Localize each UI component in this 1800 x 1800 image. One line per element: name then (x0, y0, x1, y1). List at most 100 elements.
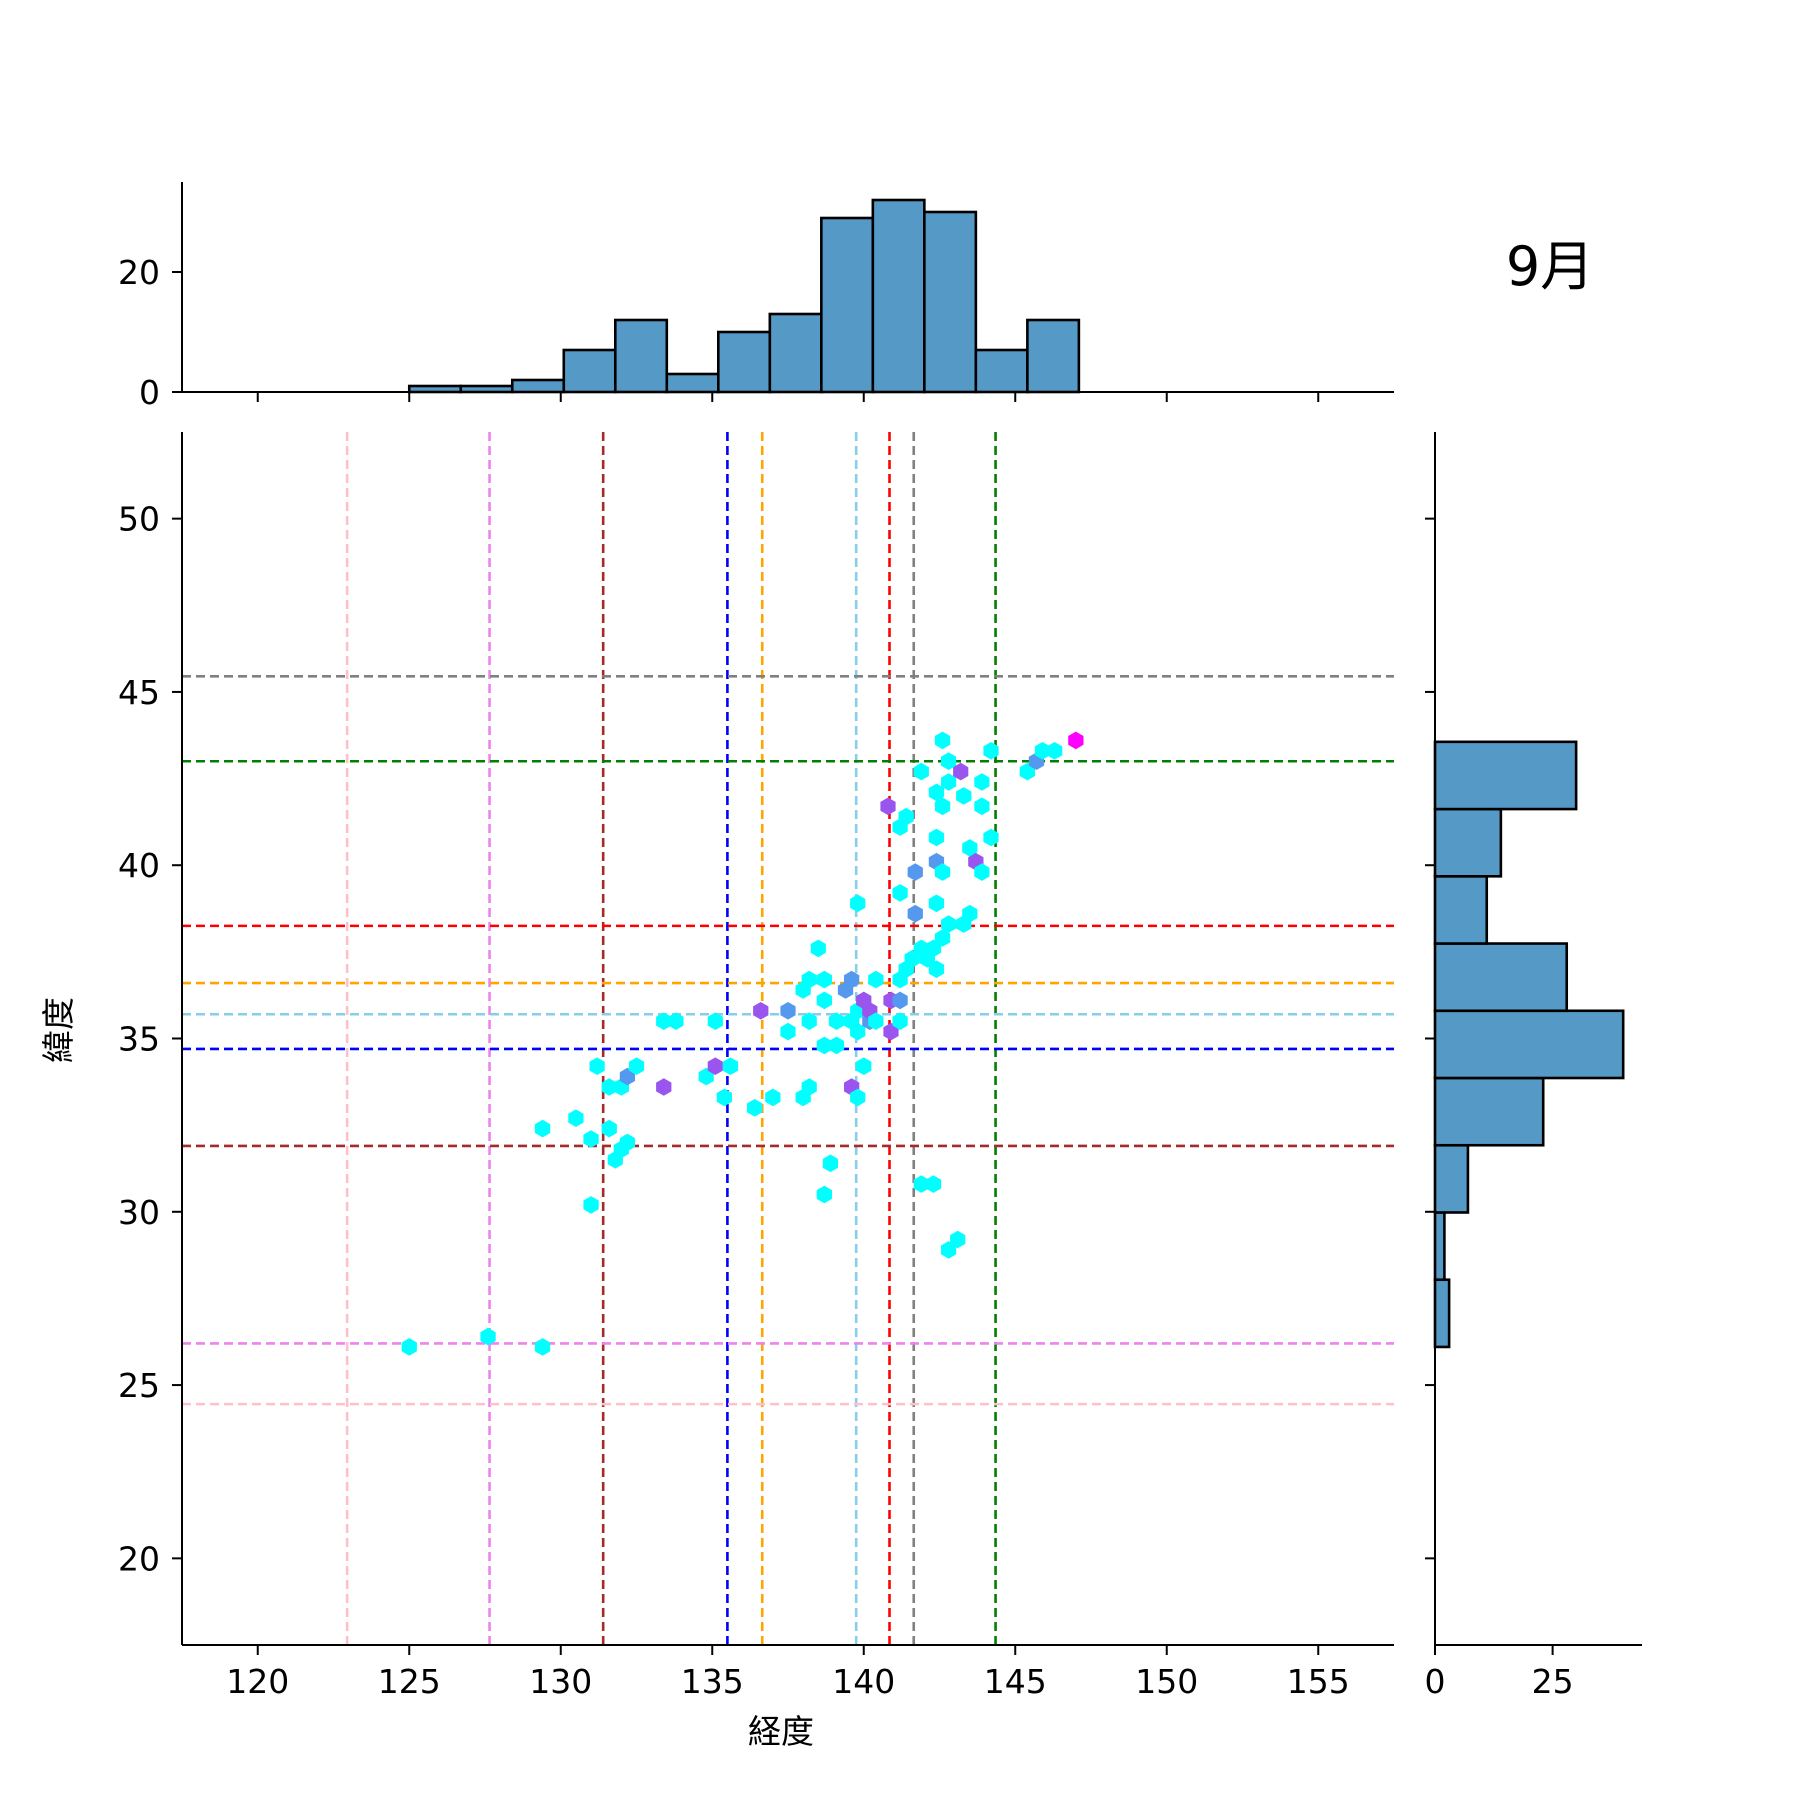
hex-cell-91 (956, 787, 972, 805)
hex-cell-86 (941, 752, 957, 770)
hex-cell-60 (892, 991, 908, 1010)
hex-cell-67 (907, 904, 923, 923)
hex-cell-41 (828, 1012, 845, 1030)
top-hist-bar-6 (717, 330, 772, 394)
top-hist-bar-10 (923, 210, 978, 394)
hex-cell-73 (925, 939, 942, 958)
hex-cell-35 (816, 1185, 832, 1204)
hex-cell-74 (925, 1175, 942, 1193)
hex-cell-22 (716, 1088, 732, 1107)
hex-cell-71 (913, 1175, 929, 1193)
hex-cell-68 (907, 863, 923, 881)
top-hist-bar-11 (974, 348, 1029, 394)
y-tick-label-3: 35 (118, 1020, 160, 1059)
hex-cell-37 (816, 991, 832, 1010)
top-hist-bar-7 (768, 312, 823, 394)
hex-cell-87 (941, 1241, 957, 1259)
hex-cell-1 (480, 1327, 496, 1346)
right-marginal-histogram: 0 25 (1425, 432, 1642, 1701)
hex-cell-92 (962, 904, 978, 923)
hex-cell-26 (765, 1088, 781, 1107)
right-hist-bar-1 (1433, 1211, 1446, 1282)
hex-cell-32 (801, 1012, 817, 1030)
hex-cell-38 (816, 970, 832, 989)
main-hexbin-plot: 120 125 130 135 140 145 150 155 20 25 30 35 40 45 50 (118, 432, 1394, 1701)
hex-cell-33 (801, 970, 817, 989)
hex-cell-56 (880, 797, 896, 816)
right-hist-bar-3 (1433, 1076, 1545, 1147)
hex-cell-100 (1019, 762, 1035, 781)
hex-cell-55 (868, 970, 884, 989)
top-hist-bar-9 (871, 198, 926, 394)
hex-cell-76 (928, 894, 945, 913)
hex-cell-81 (934, 863, 951, 881)
hex-cell-54 (868, 1012, 884, 1030)
hex-cell-0 (401, 1338, 417, 1356)
x-tick-label-0: 120 (226, 1662, 289, 1701)
hex-cell-79 (928, 783, 945, 802)
y-tick-label-0: 20 (118, 1539, 160, 1578)
top-hist-bar-2 (510, 378, 566, 394)
hex-cell-75 (928, 960, 945, 978)
top-hist-bar-12 (1026, 318, 1081, 394)
top-hist-y-tick-label-0: 0 (139, 373, 160, 412)
hex-cell-78 (928, 828, 945, 847)
hex-cell-31 (801, 1078, 817, 1096)
hex-cell-85 (941, 773, 957, 791)
x-tick-label-7: 155 (1287, 1662, 1350, 1701)
hexbin-cells (401, 731, 1084, 1356)
top-hist-bar-3 (562, 348, 617, 394)
right-hist-bar-0 (1433, 1278, 1451, 1349)
top-hist-y-tick-label-1: 20 (118, 253, 160, 292)
hex-cell-8 (601, 1119, 617, 1138)
hex-cell-98 (983, 828, 999, 847)
hex-cell-23 (722, 1057, 739, 1075)
horizontal-reference-lines (182, 675, 1394, 1406)
top-hist-bar-4 (613, 318, 669, 394)
hex-cell-18 (668, 1012, 684, 1030)
hex-cell-59 (892, 1012, 908, 1030)
hex-cell-36 (816, 1036, 832, 1055)
hex-cell-83 (934, 731, 951, 750)
right-hist-bar-8 (1433, 740, 1578, 811)
x-tick-label-6: 150 (1135, 1662, 1198, 1701)
hex-cell-89 (953, 762, 969, 781)
hex-cell-27 (780, 1022, 796, 1041)
hex-cell-104 (1068, 731, 1084, 750)
hex-cell-9 (601, 1078, 617, 1096)
top-marginal-histogram: 0 20 (118, 182, 1394, 412)
x-axis-label: 経度 (748, 1712, 814, 1751)
right-hist-bar-4 (1433, 1009, 1625, 1080)
hex-cell-14 (619, 1133, 635, 1152)
y-tick-label-5: 45 (118, 673, 160, 712)
y-tick-label-4: 40 (118, 846, 160, 885)
top-hist-bar-5 (665, 372, 720, 394)
hex-cell-34 (810, 939, 826, 958)
right-hist-bar-5 (1433, 942, 1569, 1013)
hex-cell-39 (822, 1154, 838, 1173)
hex-cell-70 (913, 762, 929, 781)
x-tick-label-1: 125 (378, 1662, 441, 1701)
figure-title: 9月 (1506, 235, 1594, 298)
hex-cell-4 (568, 1109, 584, 1127)
right-hist-x-tick-label-1: 25 (1532, 1662, 1574, 1701)
hex-cell-102 (1034, 742, 1051, 760)
right-hist-x-tick-label-0: 0 (1425, 1662, 1446, 1701)
hex-cell-47 (850, 1022, 866, 1041)
hex-cell-66 (904, 950, 920, 968)
hex-cell-46 (850, 1088, 866, 1107)
vertical-reference-lines (345, 432, 997, 1645)
y-tick-label-2: 30 (118, 1193, 160, 1232)
hex-cell-6 (583, 1130, 599, 1148)
right-hist-bar-2 (1433, 1143, 1470, 1214)
hex-cell-96 (974, 797, 990, 816)
hex-cell-25 (753, 1002, 769, 1020)
top-hist-bar-8 (820, 216, 875, 394)
hex-cell-15 (628, 1057, 645, 1075)
hex-cell-24 (747, 1099, 763, 1117)
hex-cell-62 (892, 884, 908, 902)
y-axis-label: 緯度 (39, 997, 78, 1063)
hex-cell-99 (983, 742, 999, 760)
hex-cell-82 (934, 797, 951, 816)
y-tick-label-1: 25 (118, 1366, 160, 1405)
